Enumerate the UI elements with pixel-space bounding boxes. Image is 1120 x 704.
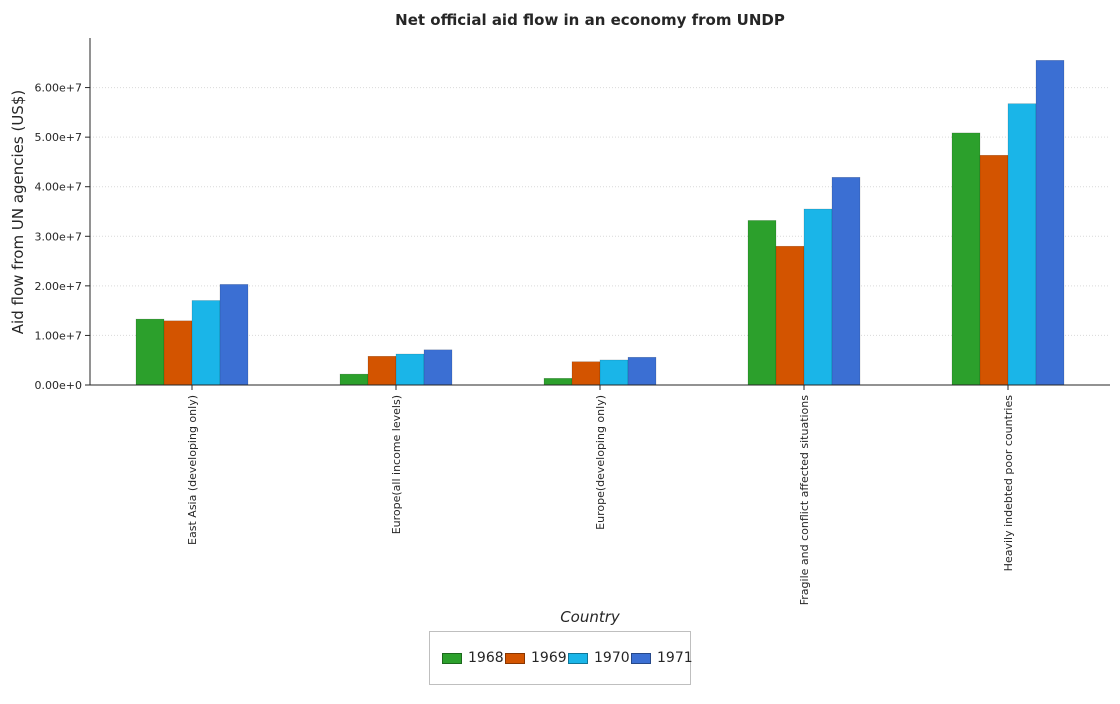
bar-1970 [395,353,425,386]
legend-label-1968: 1968 [468,650,504,666]
bar-1968 [339,373,369,386]
bar-1969 [163,320,193,386]
x-tick-label: Europe(developing only) [594,395,607,530]
legend-swatch-1971 [631,652,651,664]
bar-1968 [747,220,777,386]
axes: 0.00e+0 1.00e+7 2.00e+7 3.00e+7 4.00e+7 5.00e… [35,38,1110,605]
bar-1968 [543,378,573,386]
y-tick-label: 3.00e+7 [35,230,82,243]
bar-1970 [191,300,221,386]
legend-item-1969: 1969 [505,650,567,666]
bar-1970 [599,359,629,386]
y-tick-label: 4.00e+7 [35,181,82,194]
y-tick-label: 6.00e+7 [35,82,82,95]
legend-swatch-1970 [568,652,588,664]
bar-1969 [979,154,1009,386]
bar-1971 [423,349,453,386]
bar-1970 [803,208,833,386]
bar-1968 [135,318,165,386]
legend-swatch-1968 [442,652,462,664]
legend-label-1971: 1971 [657,650,693,666]
legend-label-1970: 1970 [594,650,630,666]
bars [135,60,1065,386]
bar-1971 [219,284,249,386]
y-tick-label: 5.00e+7 [35,131,82,144]
bar-1970 [1007,103,1037,386]
x-tick-label: Europe(all income levels) [390,395,403,534]
bar-1969 [367,355,397,386]
x-tick-label: Heavily indebted poor countries [1002,395,1015,572]
legend-item-1971: 1971 [631,650,693,666]
bar-1971 [627,356,657,386]
y-tick-label: 2.00e+7 [35,280,82,293]
legend-swatch-1969 [505,652,525,664]
bar-1969 [571,361,601,386]
x-tick-label: Fragile and conflict affected situations [798,395,811,606]
legend-item-1970: 1970 [568,650,630,666]
y-axis-label: Aid flow from UN agencies (US$) [9,90,27,334]
legend-item-1968: 1968 [442,650,504,666]
bar-1968 [951,132,981,386]
bar-1971 [1035,60,1065,386]
x-axis-label: Country [560,608,621,626]
bar-1971 [831,177,861,386]
x-tick-label: East Asia (developing only) [186,395,199,545]
chart-title: Net official aid flow in an economy from… [395,11,785,29]
gridlines [90,87,1110,386]
legend-label-1969: 1969 [531,650,567,666]
y-tick-label: 1.00e+7 [35,329,82,342]
bar-1969 [775,245,805,386]
y-tick-label: 0.00e+0 [35,379,82,392]
legend: 1968 1969 1970 1971 [429,631,693,685]
